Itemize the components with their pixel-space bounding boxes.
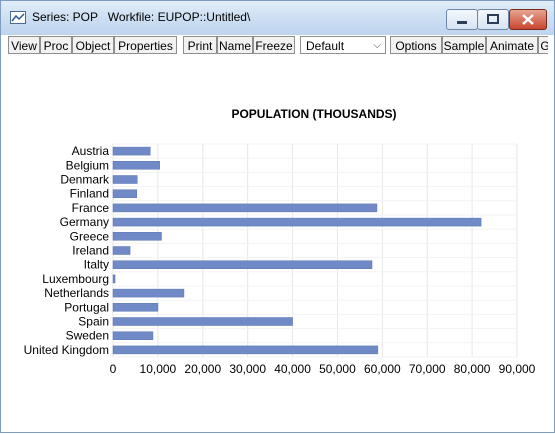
category-label: Germany — [60, 215, 109, 229]
x-tick-label: 10,000 — [140, 362, 177, 376]
chart-area: POPULATION (THOUSANDS) Austria Belgium Den… — [5, 58, 552, 430]
graph-window-icon — [10, 11, 26, 24]
bar-ireland — [112, 246, 131, 255]
maximize-button[interactable] — [477, 9, 509, 30]
bar-netherlands — [112, 288, 185, 298]
toolbar: View Proc Object Properties Print Name F… — [8, 36, 548, 56]
x-tick-label: 40,000 — [274, 362, 311, 376]
x-tick-label: 20,000 — [184, 362, 221, 376]
x-tick-label: 0 — [110, 362, 117, 376]
chart-title: POPULATION (THOUSANDS) — [231, 107, 396, 121]
bar-luxembourg — [112, 274, 116, 284]
bar-greece — [112, 232, 162, 241]
graph-type-select[interactable]: Default ⌵ — [300, 36, 386, 54]
name-button[interactable]: Name — [217, 36, 253, 54]
x-tick-label: 70,000 — [409, 362, 446, 376]
bar-sweden — [112, 331, 154, 340]
category-label: Sweden — [66, 329, 109, 343]
category-label: Finland — [70, 187, 109, 201]
category-label: Belgium — [66, 158, 109, 172]
graph-button[interactable]: G — [538, 36, 548, 54]
bar-portugal — [112, 303, 159, 312]
animate-button[interactable]: Animate — [486, 36, 538, 54]
category-label: Netherlands — [44, 286, 109, 300]
chevron-down-icon: ⌵ — [373, 40, 381, 51]
x-tick-label: 30,000 — [229, 362, 266, 376]
bar-germany — [112, 217, 482, 227]
print-button[interactable]: Print — [183, 36, 217, 54]
category-label: United Kingdom — [24, 343, 109, 357]
window-title: Series: POP Workfile: EUPOP::Untitled\ — [32, 10, 251, 24]
graph-type-value: Default — [306, 39, 345, 53]
category-label: Austria — [72, 144, 110, 158]
object-button[interactable]: Object — [72, 36, 114, 54]
category-label: Luxembourg — [42, 272, 109, 286]
category-label: Denmark — [60, 173, 110, 187]
close-icon — [522, 14, 534, 25]
category-label: Italty — [84, 258, 109, 272]
bar-finland — [112, 189, 138, 198]
x-tick-label: 60,000 — [364, 362, 401, 376]
x-tick-label: 80,000 — [454, 362, 491, 376]
bar-spain — [112, 317, 293, 326]
close-button[interactable] — [509, 9, 547, 30]
freeze-button[interactable]: Freeze — [253, 36, 295, 54]
x-tick-label: 90,000 — [499, 362, 536, 376]
proc-button[interactable]: Proc — [40, 36, 72, 54]
title-bar[interactable]: Series: POP Workfile: EUPOP::Untitled\ — [1, 1, 554, 35]
maximize-icon — [487, 14, 499, 24]
bar-united-kingdom — [112, 345, 379, 355]
properties-button[interactable]: Properties — [114, 36, 177, 54]
view-button[interactable]: View — [8, 36, 40, 54]
category-label: Spain — [78, 315, 109, 329]
category-label: France — [72, 201, 110, 215]
population-bar-chart: POPULATION (THOUSANDS) AustriaBelgiumDen… — [24, 107, 536, 376]
category-label: Ireland — [72, 244, 109, 258]
x-tick-label: 50,000 — [319, 362, 356, 376]
bar-belgium — [112, 161, 160, 170]
bar-france — [112, 203, 378, 213]
sample-button[interactable]: Sample — [442, 36, 486, 54]
minimize-icon — [457, 21, 467, 24]
bar-italty — [112, 260, 373, 269]
category-label: Portugal — [64, 300, 109, 314]
minimize-button[interactable] — [446, 9, 478, 30]
category-label: Greece — [70, 229, 110, 243]
bar-denmark — [112, 175, 138, 184]
options-button[interactable]: Options — [390, 36, 442, 54]
bar-austria — [112, 146, 151, 156]
